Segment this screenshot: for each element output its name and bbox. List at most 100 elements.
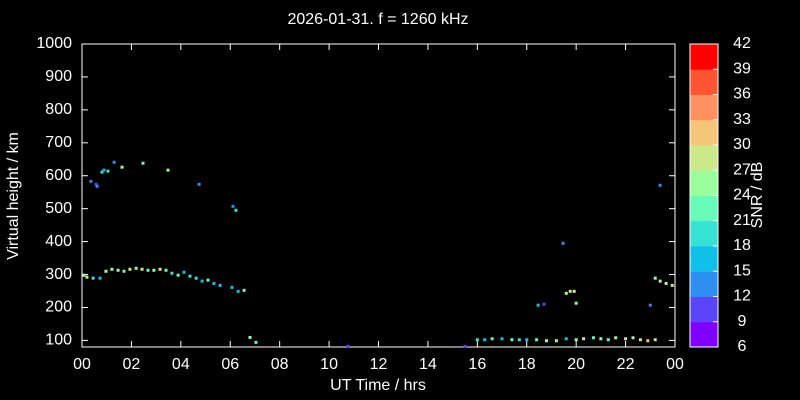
data-point <box>100 170 104 174</box>
x-tick-label: 02 <box>123 356 141 373</box>
data-point <box>490 337 494 341</box>
data-point <box>591 336 595 340</box>
data-point <box>564 337 568 341</box>
data-point <box>536 303 540 307</box>
data-point <box>574 301 578 305</box>
data-point <box>545 339 549 343</box>
colorbar-tick-label: 9 <box>738 313 747 330</box>
data-point <box>104 269 108 273</box>
data-point <box>206 278 210 282</box>
color-band <box>690 296 718 323</box>
y-tick-label: 100 <box>45 332 72 349</box>
x-tick-label: 22 <box>617 356 635 373</box>
colorbar-tick-label: 36 <box>733 86 751 103</box>
data-point <box>218 283 222 287</box>
data-point <box>134 266 138 270</box>
data-point <box>102 168 106 172</box>
colorbar-tick-label: 24 <box>733 187 751 204</box>
data-point <box>554 339 558 343</box>
data-point <box>128 267 132 271</box>
data-point <box>648 303 652 307</box>
data-point <box>182 270 186 274</box>
data-point <box>166 168 170 172</box>
data-point <box>500 337 504 341</box>
color-band <box>690 145 718 171</box>
color-band <box>690 321 718 348</box>
colorbar-tick-label: 27 <box>733 161 751 178</box>
x-tick-label: 18 <box>518 356 536 373</box>
data-point <box>141 161 145 165</box>
data-point <box>85 275 89 279</box>
y-tick-label: 400 <box>45 233 72 250</box>
data-point <box>231 204 235 208</box>
colorbar-label: SNR / dB <box>749 162 766 229</box>
colorbar-tick-label: 15 <box>733 262 751 279</box>
data-point <box>542 302 546 306</box>
color-band <box>690 69 718 95</box>
data-point <box>236 289 240 293</box>
data-point <box>158 267 162 271</box>
color-band <box>690 170 718 196</box>
data-point <box>574 338 578 342</box>
data-point <box>664 281 668 285</box>
data-point <box>670 283 674 287</box>
data-point <box>463 344 467 348</box>
data-point <box>234 208 238 212</box>
data-point <box>561 241 565 245</box>
y-axis-label: Virtual height / km <box>5 132 22 260</box>
data-point <box>638 338 642 342</box>
data-point <box>510 338 514 342</box>
color-band <box>690 119 718 146</box>
x-tick-label: 16 <box>468 356 486 373</box>
data-point <box>146 268 150 272</box>
data-point <box>170 271 174 275</box>
data-point <box>94 182 98 186</box>
data-point <box>658 183 662 187</box>
color-band <box>690 44 718 70</box>
data-point <box>535 338 539 342</box>
x-tick-label: 08 <box>271 356 289 373</box>
data-point <box>564 291 568 295</box>
colorbar-tick-label: 6 <box>738 338 747 355</box>
data-point <box>197 182 201 186</box>
colorbar-tick-label: 33 <box>733 111 751 128</box>
colorbar-tick-label: 18 <box>733 237 751 254</box>
color-band <box>690 94 718 121</box>
chart-title: 2026-01-31. f = 1260 kHz <box>287 11 468 28</box>
data-point <box>517 338 521 342</box>
data-point <box>89 179 93 183</box>
data-point <box>112 160 116 164</box>
data-point <box>98 276 102 280</box>
data-point <box>120 165 124 169</box>
data-point <box>653 338 657 342</box>
color-band <box>690 271 718 297</box>
colorbar-tick-label: 42 <box>733 35 751 52</box>
data-point <box>82 273 86 277</box>
y-tick-label: 600 <box>45 167 72 184</box>
data-point <box>152 268 156 272</box>
data-point <box>248 335 252 339</box>
x-tick-label: 12 <box>370 356 388 373</box>
data-point <box>346 344 350 348</box>
x-tick-label: 04 <box>172 356 190 373</box>
y-tick-label: 1000 <box>36 35 72 52</box>
y-tick-label: 900 <box>45 68 72 85</box>
y-tick-label: 500 <box>45 200 72 217</box>
color-band <box>690 220 718 247</box>
data-point <box>164 268 168 272</box>
data-point <box>614 336 618 340</box>
color-band <box>690 246 718 272</box>
colorbar-tick-label: 21 <box>733 212 751 229</box>
data-point <box>254 340 258 344</box>
data-point <box>116 268 120 272</box>
data-point <box>212 281 216 285</box>
data-point <box>483 338 487 342</box>
x-tick-label: 20 <box>567 356 585 373</box>
data-point <box>122 269 126 273</box>
data-point <box>646 339 650 343</box>
x-tick-label: 00 <box>73 356 91 373</box>
data-point <box>194 276 198 280</box>
data-point <box>599 337 603 341</box>
x-tick-label: 14 <box>419 356 437 373</box>
